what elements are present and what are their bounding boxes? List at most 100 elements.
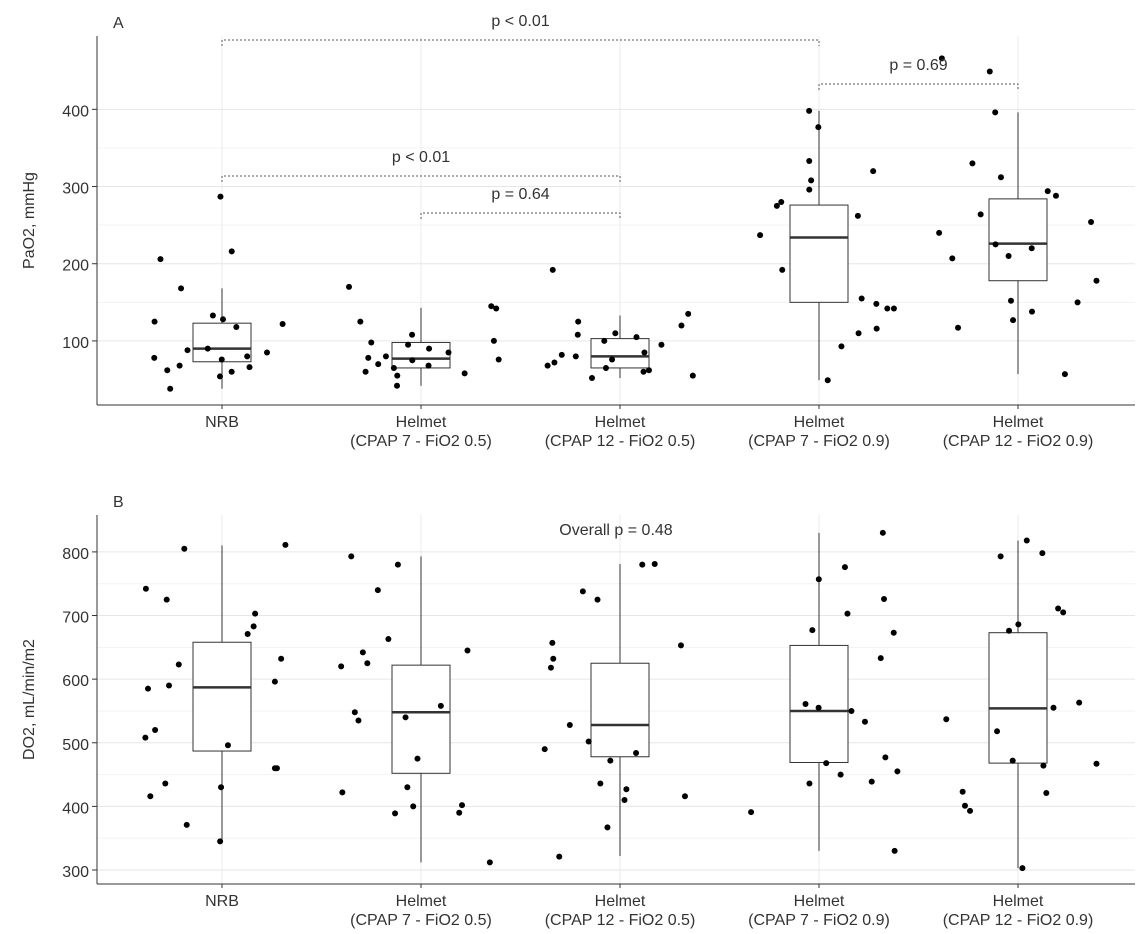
data-point bbox=[824, 377, 831, 384]
x-tick-label: NRB bbox=[205, 893, 239, 910]
data-point bbox=[359, 649, 366, 656]
data-point bbox=[757, 232, 764, 239]
data-point bbox=[1039, 550, 1046, 557]
data-point bbox=[986, 68, 993, 75]
p-value-label: p = 0.64 bbox=[491, 186, 549, 203]
x-tick-label: Helmet (CPAP 7 - FiO2 0.5) bbox=[350, 414, 492, 450]
y-tick-label: 600 bbox=[62, 673, 89, 690]
x-tick-label: Helmet (CPAP 12 - FiO2 0.5) bbox=[545, 414, 696, 450]
data-point bbox=[870, 168, 877, 175]
data-point bbox=[246, 364, 253, 371]
data-point bbox=[218, 356, 225, 363]
data-point bbox=[844, 610, 851, 617]
box bbox=[988, 632, 1048, 764]
data-point bbox=[152, 727, 159, 734]
data-point bbox=[806, 158, 813, 165]
data-point bbox=[779, 266, 786, 273]
data-point bbox=[204, 345, 211, 352]
data-point bbox=[368, 339, 375, 346]
data-point bbox=[579, 588, 586, 595]
box bbox=[789, 204, 849, 303]
data-point bbox=[165, 682, 172, 689]
data-point bbox=[601, 337, 608, 344]
data-point bbox=[217, 193, 224, 200]
data-point bbox=[1005, 253, 1012, 260]
y-tick-label: 300 bbox=[62, 864, 89, 881]
data-point bbox=[456, 809, 463, 816]
data-point bbox=[809, 627, 816, 634]
data-point bbox=[881, 595, 888, 602]
p-value-label: Overall p = 0.48 bbox=[559, 522, 673, 539]
data-point bbox=[806, 780, 813, 787]
data-point bbox=[997, 553, 1004, 560]
data-point bbox=[151, 318, 158, 325]
data-point bbox=[144, 685, 151, 692]
data-point bbox=[339, 789, 346, 796]
data-point bbox=[495, 356, 502, 363]
x-tick-label: Helmet (CPAP 7 - FiO2 0.5) bbox=[350, 893, 492, 929]
data-point bbox=[936, 229, 943, 236]
data-point bbox=[556, 853, 563, 860]
x-tick-label: Helmet (CPAP 12 - FiO2 0.9) bbox=[943, 893, 1094, 929]
data-point bbox=[357, 318, 364, 325]
y-tick-label: 500 bbox=[62, 737, 89, 754]
p-value-label: p < 0.01 bbox=[392, 149, 450, 166]
x-tick-label: Helmet (CPAP 12 - FiO2 0.5) bbox=[545, 893, 696, 929]
data-point bbox=[250, 623, 257, 630]
data-point bbox=[175, 661, 182, 668]
data-point bbox=[273, 765, 280, 772]
data-point bbox=[216, 373, 223, 380]
data-point bbox=[621, 797, 628, 804]
box bbox=[988, 198, 1048, 282]
data-point bbox=[244, 630, 251, 637]
data-point bbox=[959, 788, 966, 795]
data-point bbox=[802, 700, 809, 707]
data-point bbox=[394, 372, 401, 379]
data-point bbox=[566, 721, 573, 728]
data-point bbox=[588, 374, 595, 381]
data-point bbox=[1008, 297, 1015, 304]
significance-bracket bbox=[420, 212, 621, 219]
data-point bbox=[685, 310, 692, 317]
data-point bbox=[879, 529, 886, 536]
data-point bbox=[873, 325, 880, 332]
data-point bbox=[1006, 627, 1013, 634]
data-point bbox=[1040, 762, 1047, 769]
box bbox=[192, 322, 252, 363]
box bbox=[192, 641, 252, 752]
data-point bbox=[1061, 371, 1068, 378]
data-point bbox=[938, 55, 945, 62]
data-point bbox=[607, 757, 614, 764]
data-point bbox=[678, 322, 685, 329]
data-point bbox=[1052, 192, 1059, 199]
data-point bbox=[426, 345, 433, 352]
box bbox=[590, 662, 650, 758]
y-axis-label: PaO2, mmHg bbox=[21, 172, 38, 269]
data-point bbox=[164, 367, 171, 374]
data-point bbox=[364, 660, 371, 667]
data-point bbox=[633, 334, 640, 341]
data-point bbox=[815, 576, 822, 583]
data-point bbox=[1093, 760, 1100, 767]
data-point bbox=[544, 362, 551, 369]
data-point bbox=[612, 330, 619, 337]
data-point bbox=[977, 211, 984, 218]
data-point bbox=[806, 107, 813, 114]
data-point bbox=[252, 610, 259, 617]
data-point bbox=[639, 561, 646, 568]
data-point bbox=[868, 778, 875, 785]
data-point bbox=[890, 629, 897, 636]
data-point bbox=[147, 793, 154, 800]
x-tick-label: Helmet (CPAP 12 - FiO2 0.9) bbox=[943, 414, 1094, 450]
data-point bbox=[157, 256, 164, 263]
data-point bbox=[943, 716, 950, 723]
data-point bbox=[183, 821, 190, 828]
data-point bbox=[550, 655, 557, 662]
data-point bbox=[841, 564, 848, 571]
data-point bbox=[645, 367, 652, 374]
data-point bbox=[437, 702, 444, 709]
data-point bbox=[375, 361, 382, 368]
data-point bbox=[1019, 865, 1026, 872]
data-point bbox=[1055, 605, 1062, 612]
data-point bbox=[1015, 621, 1022, 628]
